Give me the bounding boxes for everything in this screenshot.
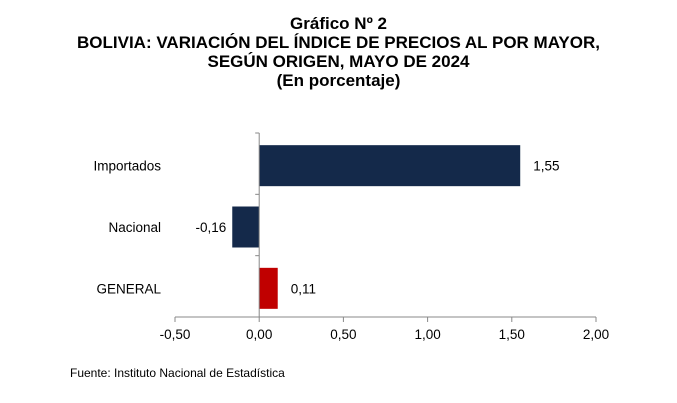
- chart-title-line1: BOLIVIA: VARIACIÓN DEL ÍNDICE DE PRECIOS…: [77, 33, 600, 52]
- x-tick-label: 0,50: [330, 327, 356, 342]
- chart-subtitle: (En porcentaje): [276, 71, 401, 90]
- x-tick-label: 2,00: [583, 327, 609, 342]
- category-label: GENERAL: [96, 281, 161, 296]
- bar-general: [259, 267, 278, 309]
- data-label: 1,55: [533, 159, 559, 174]
- bar-importados: [259, 145, 521, 187]
- x-tick-label: 1,00: [414, 327, 440, 342]
- x-tick-label: -0,50: [160, 327, 191, 342]
- chart-titles: Gráfico Nº 2 BOLIVIA: VARIACIÓN DEL ÍNDI…: [0, 14, 677, 90]
- category-label: Nacional: [108, 220, 161, 235]
- chart-title-line2: SEGÚN ORIGEN, MAYO DE 2024: [207, 52, 470, 71]
- data-label: 0,11: [291, 281, 316, 296]
- category-label: Importados: [93, 159, 161, 174]
- source-note: Fuente: Instituto Nacional de Estadístic…: [70, 366, 285, 380]
- data-label: -0,16: [195, 220, 226, 235]
- x-tick-label: 1,50: [499, 327, 525, 342]
- x-tick-label: 0,00: [246, 327, 272, 342]
- bar-nacional: [232, 206, 260, 248]
- chart-number: Gráfico Nº 2: [290, 14, 387, 33]
